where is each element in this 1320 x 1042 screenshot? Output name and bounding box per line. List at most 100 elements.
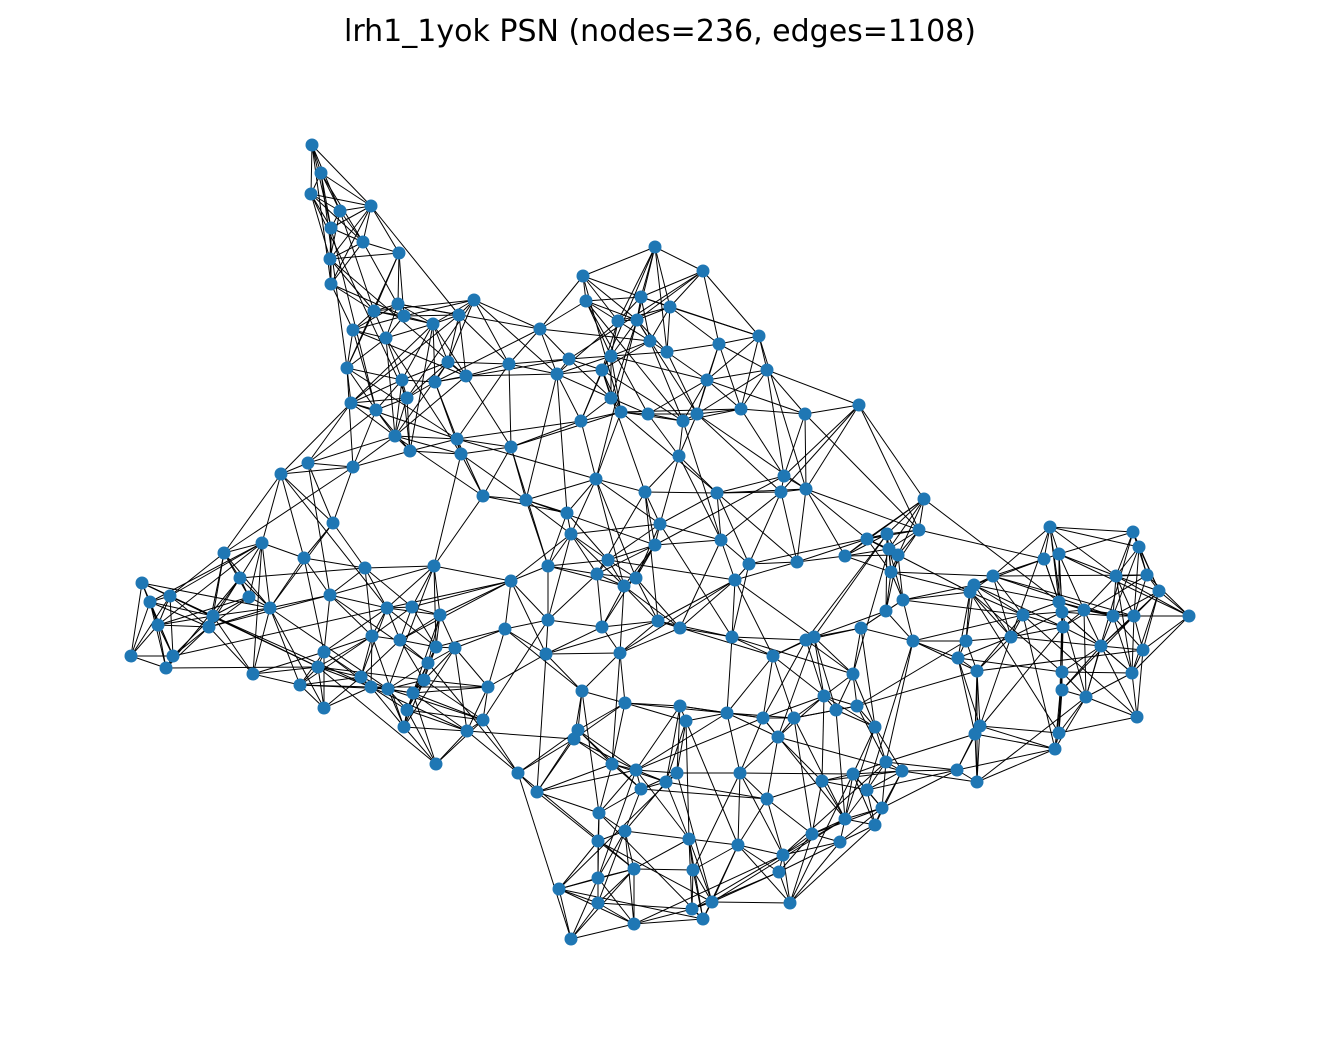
graph-edge	[789, 824, 876, 904]
graph-edge	[902, 599, 914, 642]
graph-edge	[525, 499, 549, 567]
graph-edge	[766, 369, 785, 477]
graph-edge	[157, 596, 250, 626]
graph-edge	[558, 888, 572, 940]
graph-edge	[702, 270, 760, 337]
graph-edge	[1022, 614, 1138, 718]
graph-edge	[439, 580, 512, 616]
graph-edge	[782, 841, 841, 856]
graph-node	[766, 649, 780, 663]
graph-edge	[923, 498, 1060, 603]
graph-edge	[504, 619, 549, 630]
graph-edge	[269, 607, 325, 709]
graph-node	[263, 601, 277, 615]
graph-edge	[1058, 553, 1190, 617]
graph-edge	[734, 579, 815, 638]
graph-node	[317, 645, 331, 659]
graph-node	[950, 763, 964, 777]
graph-node	[833, 835, 847, 849]
graph-edge	[373, 299, 475, 312]
graph-edge	[504, 580, 512, 630]
graph-edge	[239, 542, 263, 579]
graph-node	[696, 264, 710, 278]
graph-edge	[654, 246, 668, 353]
graph-edge	[607, 544, 656, 561]
graph-node	[629, 763, 643, 777]
graph-edge	[130, 595, 171, 657]
graph-node	[659, 775, 673, 789]
graph-node	[346, 460, 360, 474]
graph-edge	[633, 854, 784, 925]
graph-edge	[624, 788, 642, 832]
graph-node	[912, 523, 926, 537]
graph-edge	[852, 726, 876, 775]
graph-edge	[711, 901, 791, 904]
graph-edge	[805, 488, 868, 540]
graph-edge	[1115, 531, 1134, 577]
graph-edge	[777, 695, 825, 738]
graph-edge	[329, 594, 373, 637]
graph-node	[326, 516, 340, 530]
graph-edge	[1158, 590, 1190, 617]
graph-edge	[556, 369, 603, 375]
graph-node	[896, 593, 910, 607]
graph-edge	[762, 695, 825, 719]
graph-edge	[212, 615, 372, 688]
graph-node	[601, 553, 615, 567]
graph-node	[875, 801, 889, 815]
graph-node	[314, 166, 328, 180]
graph-edge	[299, 635, 373, 686]
graph-edge	[740, 408, 785, 477]
graph-edge	[364, 567, 373, 637]
graph-edge	[731, 563, 750, 638]
graph-edge	[401, 379, 411, 452]
graph-edge	[525, 373, 558, 501]
graph-edge	[525, 499, 572, 535]
graph-node	[1055, 683, 1069, 697]
graph-node	[850, 699, 864, 713]
graph-node	[564, 527, 578, 541]
graph-edge	[766, 736, 779, 800]
graph-edge	[782, 854, 791, 904]
graph-edge	[1083, 575, 1117, 611]
graph-edge	[435, 628, 506, 648]
graph-edge	[890, 571, 994, 577]
graph-edge	[169, 595, 210, 628]
graph-node	[202, 620, 216, 634]
graph-edge	[852, 770, 903, 775]
graph-node	[682, 832, 696, 846]
graph-edge	[647, 379, 708, 415]
graph-edge	[307, 409, 377, 464]
graph-edge	[866, 769, 958, 791]
graph-edge	[805, 488, 920, 531]
graph-edge	[678, 413, 698, 457]
graph-edge	[720, 539, 736, 581]
graph-edge	[556, 373, 582, 422]
graph-edge	[332, 466, 354, 524]
graph-node	[643, 334, 657, 348]
graph-node	[852, 398, 866, 412]
graph-node	[973, 719, 987, 733]
graph-edge	[1058, 696, 1087, 734]
graph-edge	[974, 733, 1056, 750]
graph-edge	[487, 653, 547, 688]
graph-node	[233, 571, 247, 585]
graph-node	[452, 308, 466, 322]
graph-node	[562, 352, 576, 366]
graph-node	[427, 559, 441, 573]
graph-node	[324, 221, 338, 235]
graph-edge	[885, 640, 914, 763]
graph-node	[790, 555, 804, 569]
graph-node	[777, 469, 791, 483]
graph-node	[365, 629, 379, 643]
graph-edge	[423, 679, 484, 721]
graph-edge	[649, 340, 684, 422]
graph-edge	[385, 323, 434, 339]
graph-edge	[547, 565, 625, 587]
graph-edge	[852, 627, 862, 675]
graph-node	[895, 764, 909, 778]
graph-edge	[1100, 645, 1138, 718]
graph-edge	[1136, 649, 1144, 718]
graph-edge	[458, 314, 467, 377]
graph-edge	[647, 413, 680, 457]
